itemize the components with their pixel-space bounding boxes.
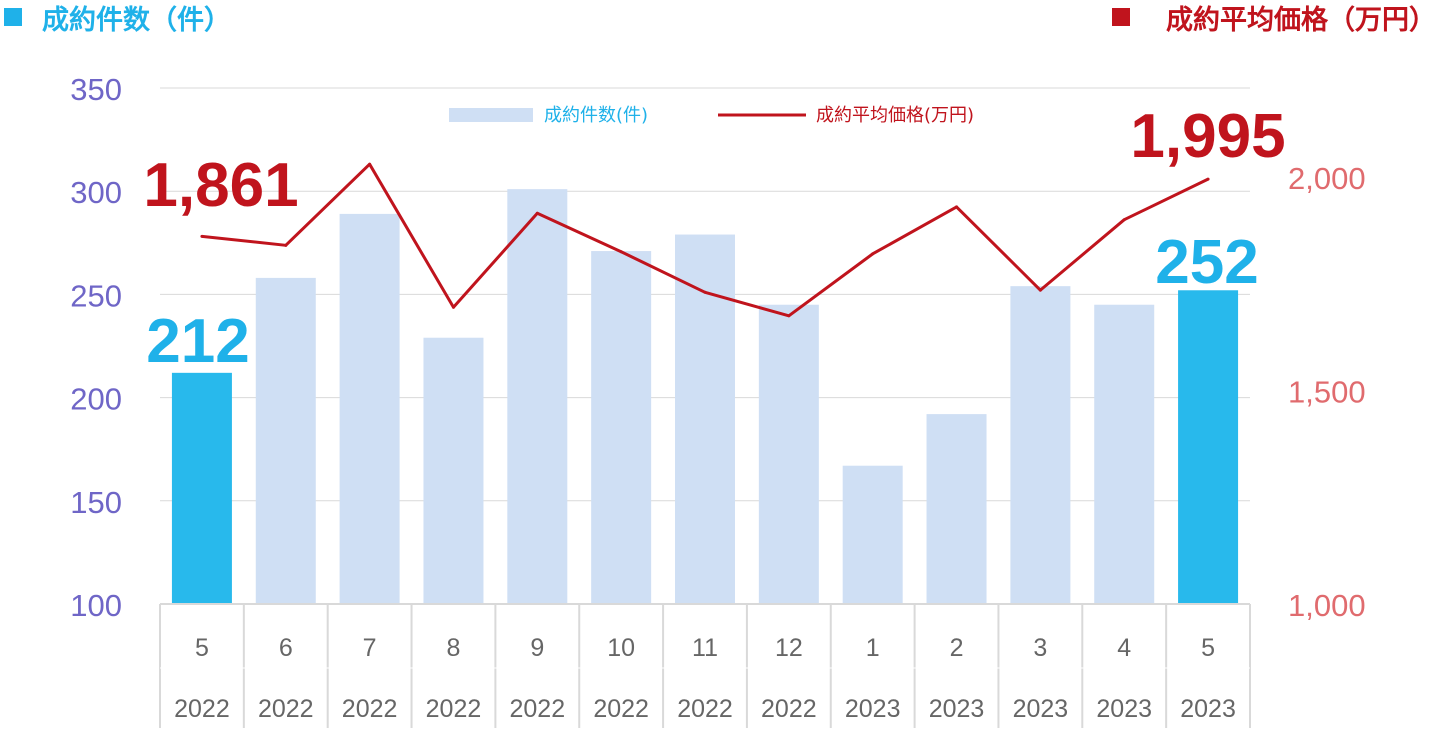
category-year-label: 2022 (509, 695, 565, 723)
category-month-label: 9 (530, 634, 544, 662)
category-year-label: 2022 (174, 695, 230, 723)
category-month-label: 4 (1117, 634, 1131, 662)
category-month-label: 8 (447, 634, 461, 662)
left-axis-tick-label: 200 (70, 382, 122, 417)
category-year-label: 2023 (1013, 695, 1069, 723)
legend-line-label: 成約平均価格(万円) (816, 105, 974, 126)
category-year-label: 2022 (593, 695, 649, 723)
left-axis-tick-label: 150 (70, 485, 122, 520)
right-axis: 1,000 1,500 2,000 (1288, 161, 1366, 623)
category-year-label: 2022 (761, 695, 817, 723)
category-month-label: 1 (866, 634, 880, 662)
line-point (1038, 288, 1042, 292)
line-point (871, 252, 875, 256)
category-month-label: 7 (363, 634, 377, 662)
left-axis-tick-label: 300 (70, 175, 122, 210)
bar (339, 213, 400, 605)
line-first-label: 1,861 (143, 151, 298, 220)
line-series (200, 162, 1210, 318)
category-year-label: 2023 (929, 695, 985, 723)
left-axis-tick-label: 350 (70, 72, 122, 107)
bar (1010, 286, 1071, 604)
category-month-label: 3 (1033, 634, 1047, 662)
line-point (535, 211, 539, 215)
bar (926, 414, 987, 604)
category-axis: 5202262022720228202292022102022112022122… (159, 603, 1251, 728)
category-month-label: 12 (775, 634, 803, 662)
category-year-label: 2023 (1096, 695, 1152, 723)
left-axis: 100 150 200 250 300 350 (70, 72, 122, 623)
category-month-label: 11 (692, 634, 718, 662)
category-year-label: 2023 (1180, 695, 1236, 723)
category-year-label: 2023 (845, 695, 901, 723)
right-title: 成約平均価格（万円） (1166, 4, 1436, 36)
bar-last-label: 252 (1155, 228, 1258, 297)
line-point (284, 243, 288, 247)
line-point (451, 305, 455, 309)
category-month-label: 10 (607, 634, 635, 662)
right-title-marker (1112, 8, 1130, 26)
bar (507, 189, 568, 605)
bar (591, 251, 652, 604)
left-title-marker (4, 8, 22, 26)
category-year-label: 2022 (677, 695, 733, 723)
right-axis-tick-label: 2,000 (1288, 161, 1366, 196)
line-point (955, 205, 959, 209)
line-point (1206, 177, 1210, 181)
left-title: 成約件数（件） (42, 4, 231, 36)
line-point (703, 290, 707, 294)
bar (171, 372, 232, 604)
bar (1178, 290, 1239, 604)
line-last-label: 1,995 (1130, 102, 1285, 171)
bar-first-label: 212 (146, 307, 249, 376)
left-axis-tick-label: 100 (70, 588, 122, 623)
right-axis-tick-label: 1,000 (1288, 588, 1366, 623)
bar (675, 234, 735, 604)
legend: 成約件数(件) 成約平均価格(万円) (449, 105, 974, 126)
category-year-label: 2022 (342, 695, 398, 723)
bar (423, 337, 484, 604)
bar (758, 304, 819, 604)
category-month-label: 2 (950, 634, 964, 662)
bar (255, 277, 316, 604)
right-axis-tick-label: 1,500 (1288, 375, 1366, 410)
bar-series (171, 189, 1239, 605)
category-month-label: 5 (1201, 634, 1215, 662)
bar (842, 465, 903, 604)
line-point (619, 250, 623, 254)
category-year-label: 2022 (258, 695, 314, 723)
category-month-label: 6 (279, 634, 293, 662)
line-point (200, 234, 204, 238)
line-point (368, 162, 372, 166)
bar (1094, 304, 1155, 604)
left-axis-tick-label: 250 (70, 278, 122, 313)
category-month-label: 5 (195, 634, 209, 662)
legend-bar-swatch (449, 108, 533, 122)
line-point (787, 314, 791, 318)
line-point (1122, 218, 1126, 222)
legend-bar-label: 成約件数(件) (544, 105, 648, 126)
category-year-label: 2022 (426, 695, 482, 723)
